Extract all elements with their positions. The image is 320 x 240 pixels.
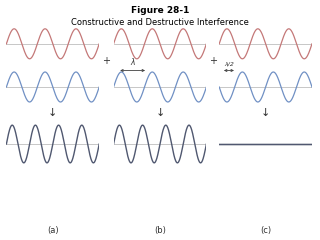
Text: ↓: ↓ <box>261 108 270 118</box>
Text: ↓: ↓ <box>48 108 58 118</box>
Text: (c): (c) <box>260 226 271 235</box>
Text: +: + <box>209 56 217 66</box>
Text: (b): (b) <box>154 226 166 235</box>
Text: Figure 28-1: Figure 28-1 <box>131 6 189 15</box>
Text: Constructive and Destructive Interference: Constructive and Destructive Interferenc… <box>71 18 249 27</box>
Text: λ: λ <box>130 58 135 67</box>
Text: λ/2: λ/2 <box>224 62 234 67</box>
Text: (a): (a) <box>47 226 59 235</box>
Text: ↓: ↓ <box>155 108 165 118</box>
Text: +: + <box>102 56 110 66</box>
